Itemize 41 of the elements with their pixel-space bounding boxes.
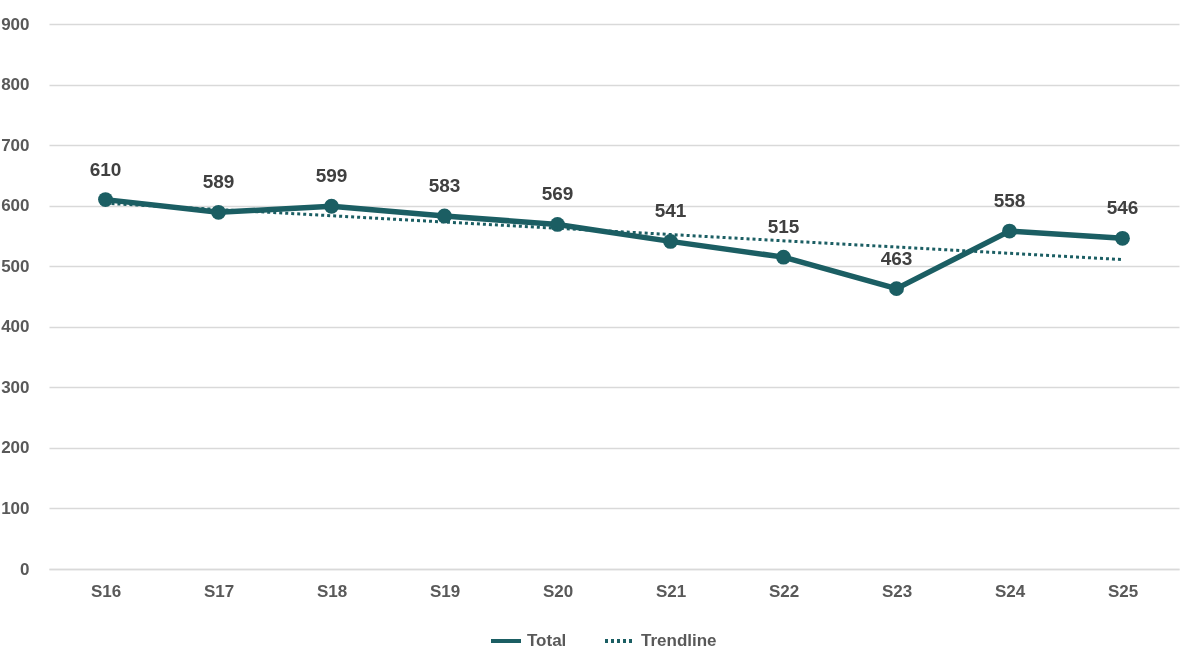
y-tick-label: 500: [1, 256, 30, 276]
y-tick-label: 100: [1, 498, 30, 518]
x-tick-label: S22: [768, 581, 800, 601]
data-label: 515: [767, 216, 800, 238]
x-tick-label: S23: [881, 581, 913, 601]
y-tick-label: 400: [1, 317, 30, 337]
legend-label: Total: [527, 631, 567, 650]
y-tick-label: 200: [1, 438, 30, 458]
x-tick-label: S18: [316, 581, 348, 601]
x-tick-label: S20: [542, 581, 574, 601]
data-label: 569: [541, 183, 574, 205]
y-tick-label: 900: [1, 14, 30, 34]
data-label: 599: [315, 165, 348, 187]
point: [98, 192, 113, 208]
point: [776, 249, 791, 265]
point: [1002, 223, 1017, 239]
point: [550, 217, 565, 232]
x-tick-label: S17: [203, 581, 235, 601]
point: [437, 208, 452, 224]
data-label: 541: [654, 200, 687, 222]
x-tick-label: S19: [429, 581, 461, 601]
point: [1115, 230, 1130, 246]
point: [889, 281, 904, 297]
y-tick-label: 700: [1, 135, 30, 155]
x-tick-label: S16: [90, 581, 122, 601]
data-label: 583: [428, 174, 461, 196]
x-tick-label: S25: [1107, 581, 1139, 601]
data-label: 546: [1106, 197, 1139, 219]
data-label: 610: [89, 158, 122, 180]
y-tick-label: 0: [20, 559, 30, 579]
y-tick-label: 600: [1, 196, 30, 216]
data-label: 589: [202, 171, 235, 193]
y-tick-label: 300: [1, 377, 30, 397]
data-label: 463: [880, 247, 913, 269]
data-label: 558: [993, 190, 1026, 212]
y-tick-label: 800: [1, 75, 30, 95]
x-tick-label: S21: [655, 581, 687, 601]
x-tick-label: S24: [994, 581, 1026, 601]
legend-label: Trendline: [641, 631, 717, 650]
point: [663, 233, 678, 249]
point: [324, 198, 339, 214]
